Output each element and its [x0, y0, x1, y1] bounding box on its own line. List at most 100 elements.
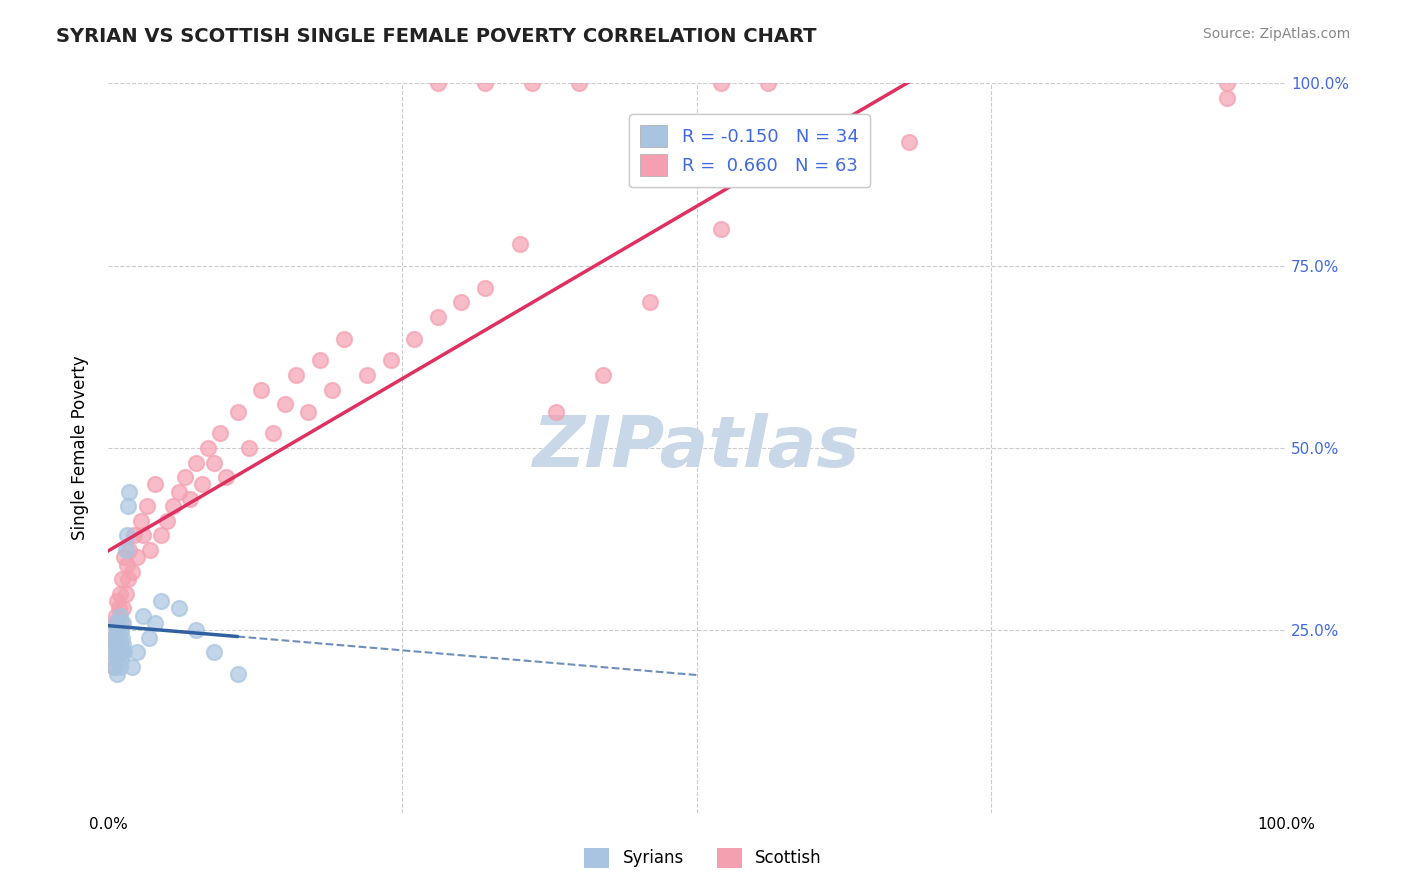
- Point: [156, 514, 179, 528]
- Point: [709, 222, 731, 236]
- Point: [112, 638, 135, 652]
- Point: [520, 77, 543, 91]
- Point: [114, 587, 136, 601]
- Point: [404, 332, 426, 346]
- Point: [127, 550, 149, 565]
- Point: [104, 659, 127, 673]
- Point: [426, 310, 449, 324]
- Text: SYRIAN VS SCOTTISH SINGLE FEMALE POVERTY CORRELATION CHART: SYRIAN VS SCOTTISH SINGLE FEMALE POVERTY…: [56, 27, 817, 45]
- Point: [191, 477, 214, 491]
- Point: [262, 426, 284, 441]
- Point: [121, 565, 143, 579]
- Point: [197, 441, 219, 455]
- Point: [356, 368, 378, 382]
- Point: [115, 558, 138, 572]
- Point: [112, 615, 135, 630]
- Point: [108, 659, 131, 673]
- Point: [426, 77, 449, 91]
- Point: [450, 295, 472, 310]
- Point: [129, 514, 152, 528]
- Point: [110, 615, 132, 630]
- Point: [115, 528, 138, 542]
- Point: [309, 353, 332, 368]
- Legend: Syrians, Scottish: Syrians, Scottish: [578, 841, 828, 875]
- Point: [186, 456, 208, 470]
- Point: [592, 368, 614, 382]
- Point: [118, 543, 141, 558]
- Point: [138, 631, 160, 645]
- Point: [111, 572, 134, 586]
- Point: [202, 456, 225, 470]
- Point: [709, 77, 731, 91]
- Point: [226, 667, 249, 681]
- Point: [1216, 91, 1239, 105]
- Point: [103, 659, 125, 673]
- Point: [132, 608, 155, 623]
- Point: [107, 667, 129, 681]
- Point: [127, 645, 149, 659]
- Point: [103, 631, 125, 645]
- Point: [103, 645, 125, 659]
- Point: [380, 353, 402, 368]
- Point: [104, 638, 127, 652]
- Point: [117, 500, 139, 514]
- Point: [110, 624, 132, 638]
- Point: [108, 645, 131, 659]
- Point: [117, 572, 139, 586]
- Point: [150, 594, 173, 608]
- Point: [226, 404, 249, 418]
- Point: [474, 280, 496, 294]
- Point: [105, 608, 128, 623]
- Point: [474, 77, 496, 91]
- Point: [238, 441, 260, 455]
- Point: [107, 601, 129, 615]
- Point: [803, 164, 825, 178]
- Point: [332, 332, 354, 346]
- Point: [1216, 77, 1239, 91]
- Text: Source: ZipAtlas.com: Source: ZipAtlas.com: [1202, 27, 1350, 41]
- Point: [568, 77, 591, 91]
- Point: [186, 624, 208, 638]
- Point: [544, 404, 567, 418]
- Point: [103, 631, 125, 645]
- Point: [104, 615, 127, 630]
- Point: [150, 528, 173, 542]
- Point: [202, 645, 225, 659]
- Point: [215, 470, 238, 484]
- Point: [118, 484, 141, 499]
- Point: [107, 645, 129, 659]
- Point: [121, 659, 143, 673]
- Point: [105, 638, 128, 652]
- Point: [132, 528, 155, 542]
- Point: [135, 500, 157, 514]
- Point: [112, 601, 135, 615]
- Point: [179, 491, 201, 506]
- Point: [107, 594, 129, 608]
- Point: [114, 550, 136, 565]
- Point: [122, 528, 145, 542]
- Point: [756, 77, 779, 91]
- Point: [297, 404, 319, 418]
- Point: [321, 383, 343, 397]
- Point: [114, 645, 136, 659]
- Point: [139, 543, 162, 558]
- Point: [103, 624, 125, 638]
- Point: [105, 652, 128, 666]
- Point: [167, 601, 190, 615]
- Point: [898, 135, 921, 149]
- Point: [107, 624, 129, 638]
- Point: [108, 587, 131, 601]
- Point: [173, 470, 195, 484]
- Text: ZIPatlas: ZIPatlas: [533, 414, 860, 483]
- Point: [285, 368, 308, 382]
- Point: [105, 615, 128, 630]
- Point: [111, 631, 134, 645]
- Point: [143, 615, 166, 630]
- Point: [509, 236, 531, 251]
- Point: [108, 638, 131, 652]
- Point: [250, 383, 273, 397]
- Point: [108, 608, 131, 623]
- Legend: R = -0.150   N = 34, R =  0.660   N = 63: R = -0.150 N = 34, R = 0.660 N = 63: [630, 114, 869, 187]
- Point: [143, 477, 166, 491]
- Point: [100, 645, 122, 659]
